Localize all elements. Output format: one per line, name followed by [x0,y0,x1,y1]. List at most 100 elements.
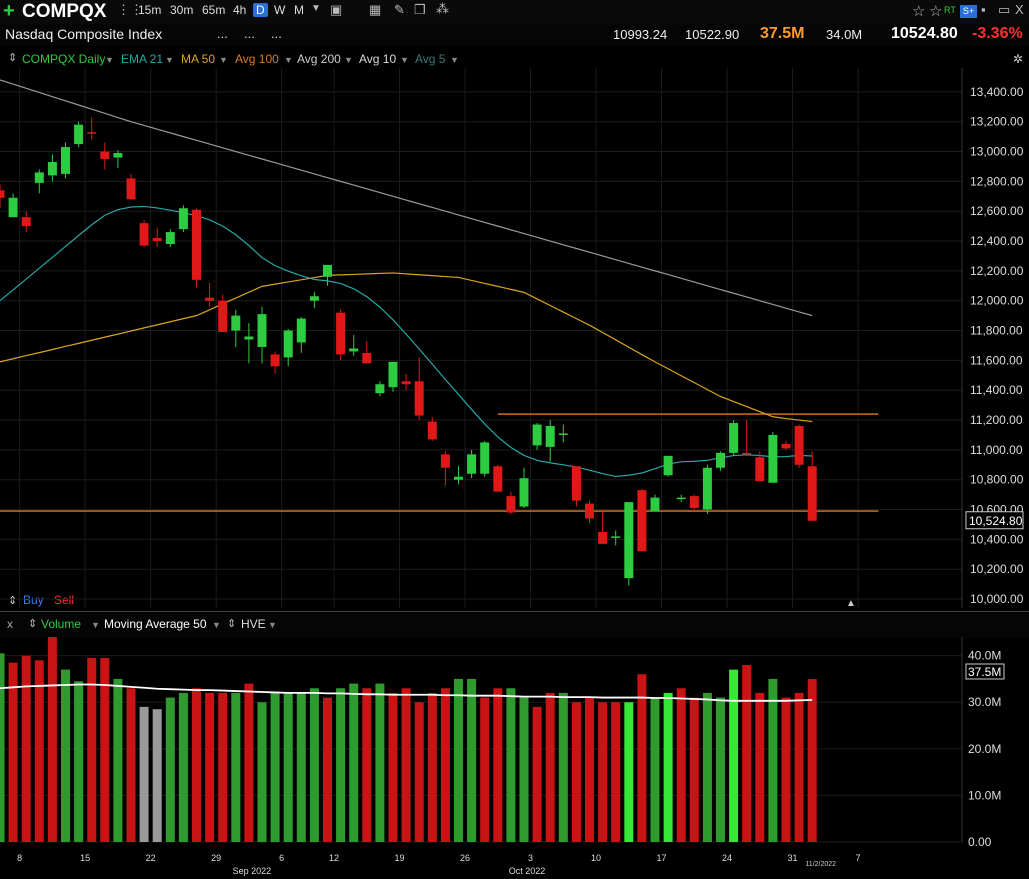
candle-body[interactable] [755,457,765,482]
volume-bar[interactable] [598,702,608,842]
candle-body[interactable] [87,132,97,134]
candle-body[interactable] [270,354,280,367]
candle-body[interactable] [742,452,752,455]
interval-30m[interactable]: 30m [170,3,194,17]
avg200-dropdown-icon[interactable]: ▼ [344,55,353,65]
candle-body[interactable] [716,452,725,468]
candle-body[interactable] [624,502,634,579]
buy-signal-label[interactable]: Buy [23,593,44,607]
interval-weekly[interactable]: W [274,3,286,17]
avg10-label[interactable]: Avg 10 [359,52,397,66]
volume-bar[interactable] [558,692,568,842]
volume-bar[interactable] [768,678,778,842]
candle-body[interactable] [178,208,188,230]
candle-body[interactable] [493,466,503,492]
candle-body[interactable] [34,172,44,183]
candle-body[interactable] [440,454,450,468]
volume-bar[interactable] [113,678,123,842]
volume-bar[interactable] [676,688,686,842]
volume-bar[interactable] [742,664,752,842]
hve-dropdown-icon[interactable]: ▼ [268,620,277,630]
chart-settings-icon[interactable]: ✲ [1013,52,1024,66]
candle-body[interactable] [8,197,18,218]
volume-bar[interactable] [519,697,529,842]
volume-bar[interactable] [716,697,725,842]
info-dots-2[interactable]: ... [244,26,255,41]
volume-bar[interactable] [74,681,84,842]
candle-body[interactable] [585,503,594,519]
volume-bar[interactable] [139,706,149,842]
favorite-star-icon[interactable]: ☆ [912,3,926,20]
candle-body[interactable] [349,348,359,352]
candle-body[interactable] [47,161,57,176]
volume-close-button[interactable]: x [7,617,13,631]
candle-body[interactable] [205,297,215,301]
avg200-label[interactable]: Avg 200 [297,52,341,66]
volume-move-icon[interactable]: ⇕ [28,618,38,630]
volume-bar[interactable] [61,669,70,842]
volume-bar[interactable] [8,662,18,842]
move-handle-icon[interactable]: ⇕ [8,52,18,64]
interval-dropdown-icon[interactable]: ▼ [311,3,321,14]
candle-body[interactable] [676,497,686,500]
volume-dropdown-icon[interactable]: ▼ [91,620,100,630]
candle-body[interactable] [375,384,385,394]
candle-body[interactable] [558,433,568,435]
volume-bar[interactable] [21,655,31,842]
volume-bar[interactable] [624,702,634,842]
candle-body[interactable] [192,209,201,280]
save-icon[interactable]: ▪ [981,2,986,17]
candle-body[interactable] [362,352,372,364]
avg5-label[interactable]: Avg 5 [415,52,446,66]
volume-bar[interactable] [388,692,398,842]
volume-bar[interactable] [480,697,490,842]
volume-bar[interactable] [47,637,57,842]
volume-bar[interactable] [218,692,228,842]
candle-body[interactable] [100,151,110,159]
candle-body[interactable] [61,147,70,174]
volume-bar[interactable] [270,692,280,842]
candle-body[interactable] [637,490,647,552]
avg100-label[interactable]: Avg 100 [235,52,279,66]
candle-body[interactable] [611,536,621,538]
volume-bar[interactable] [296,692,306,842]
volume-bar[interactable] [729,669,739,842]
avg5-dropdown-icon[interactable]: ▼ [450,55,459,65]
candle-body[interactable] [126,178,136,200]
volume-bar[interactable] [414,702,424,842]
ema21-dropdown-icon[interactable]: ▼ [165,55,174,65]
ma50-label[interactable]: MA 50 [181,52,216,66]
volume-bar[interactable] [689,697,699,842]
volume-bar[interactable] [349,683,359,842]
volume-bar[interactable] [532,706,542,842]
window-restore-icon[interactable]: ▭ [998,2,1011,17]
scroll-up-icon[interactable]: ▲ [846,598,856,609]
volume-bar[interactable] [427,692,437,842]
volume-chart[interactable]: 0.00 10.0M 20.0M 30.0M 40.0M 37.5M 8 15 22 29 6 12 1… [0,637,1029,879]
candle-body[interactable] [309,296,319,301]
candle-body[interactable] [506,496,516,513]
volume-bar[interactable] [545,692,555,842]
candle-body[interactable] [532,424,542,446]
chart-type-icon[interactable]: ▣ [330,2,343,17]
volume-bar[interactable] [192,688,201,842]
volume-bar[interactable] [100,657,110,842]
candle-body[interactable] [519,478,529,507]
sell-signal-label[interactable]: Sell [54,593,75,607]
candle-body[interactable] [139,223,149,246]
volume-bar[interactable] [585,697,594,842]
volume-bar[interactable] [571,702,581,842]
candle-body[interactable] [545,426,555,447]
interval-4h[interactable]: 4h [233,3,247,17]
volume-bar[interactable] [454,678,463,842]
volume-bar[interactable] [755,692,765,842]
volume-bar[interactable] [244,683,254,842]
candle-body[interactable] [702,467,712,510]
realtime-icon[interactable]: RT [944,5,956,15]
volume-bar[interactable] [440,688,450,842]
price-series-label[interactable]: COMPQX Daily [22,52,106,66]
candle-body[interactable] [21,217,31,227]
ma50-dropdown-icon[interactable]: ▼ [219,55,228,65]
favorite-star-2-icon[interactable]: ☆ [929,3,943,20]
calculator-icon[interactable]: ▦ [369,2,382,17]
